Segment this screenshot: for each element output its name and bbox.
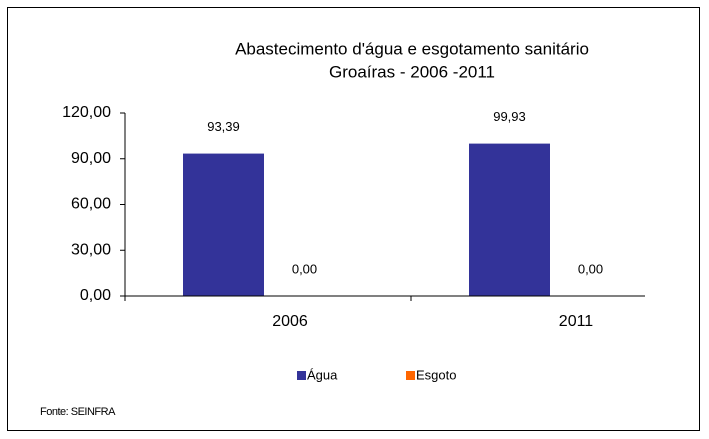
chart-title: Abastecimento d'água e esgotamento sanit…: [235, 39, 589, 58]
bar: [183, 153, 264, 296]
y-tick-label: 30,00: [71, 241, 111, 258]
x-tick-label: 2006: [272, 313, 308, 330]
data-label: 99,93: [493, 109, 526, 124]
legend-swatch: [406, 371, 415, 380]
y-tick-label: 120,00: [62, 104, 111, 121]
data-label: 0,00: [578, 261, 603, 276]
data-label: 93,39: [207, 119, 240, 134]
chart-border: [7, 7, 700, 431]
y-tick-label: 0,00: [80, 287, 111, 304]
source-note: Fonte: SEINFRA: [40, 406, 116, 418]
legend-label: Água: [307, 367, 338, 382]
legend-label: Esgoto: [416, 367, 456, 382]
chart-title: Groaíras - 2006 -2011: [329, 62, 495, 81]
bar: [469, 143, 550, 296]
x-tick-label: 2011: [559, 313, 594, 330]
y-tick-label: 60,00: [71, 196, 111, 213]
legend-swatch: [297, 371, 306, 380]
data-label: 0,00: [292, 261, 317, 276]
y-tick-label: 90,00: [71, 150, 111, 167]
